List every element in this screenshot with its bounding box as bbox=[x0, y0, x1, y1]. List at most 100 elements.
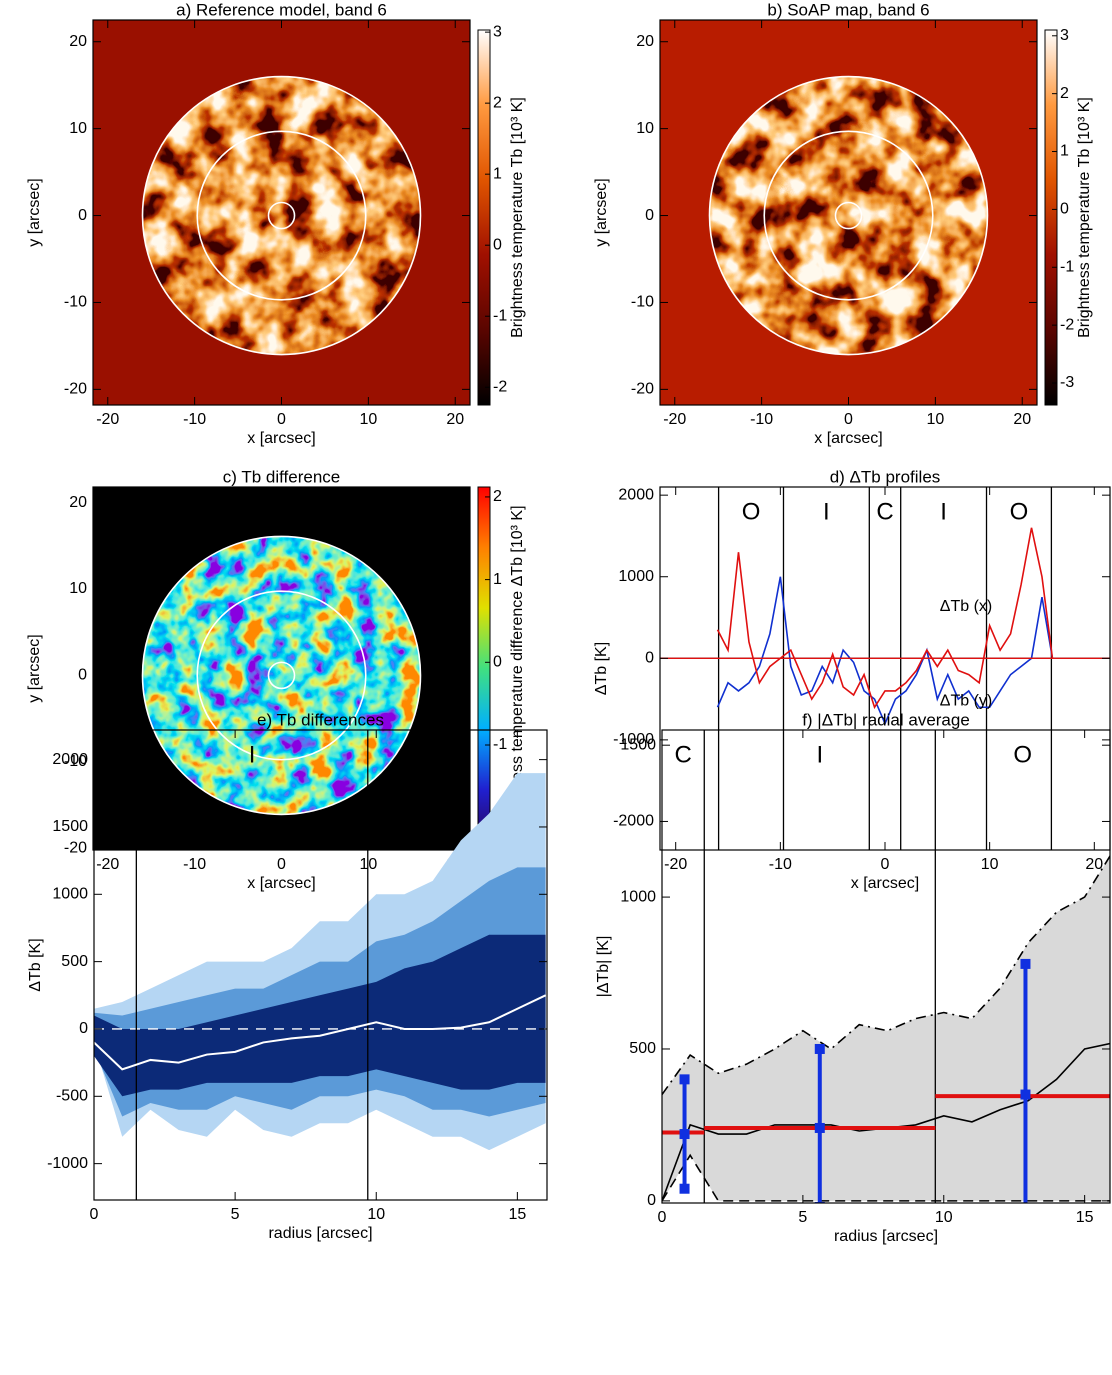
x-axis-label: x [arcsec] bbox=[851, 875, 919, 892]
y-tick-label: -20 bbox=[64, 839, 87, 856]
y-tick-label: -10 bbox=[64, 753, 87, 770]
chart-title: b) SoAP map, band 6 bbox=[767, 0, 929, 19]
error-center bbox=[679, 1129, 690, 1140]
colorbar bbox=[477, 29, 491, 406]
colorbar-tick-label: 3 bbox=[1060, 27, 1069, 44]
y-axis-label: ΔTb [K] bbox=[27, 938, 44, 991]
y-tick-label: 0 bbox=[645, 207, 654, 224]
colorbar-tick-label: 2 bbox=[493, 488, 502, 505]
x-tick-label: 10 bbox=[935, 1209, 953, 1226]
x-axis-label: radius [arcsec] bbox=[834, 1228, 938, 1245]
y-tick-label: 2000 bbox=[618, 486, 654, 503]
x-tick-label: 10 bbox=[981, 856, 999, 873]
x-tick-label: 0 bbox=[658, 1209, 667, 1226]
ring bbox=[141, 535, 422, 816]
plot-area bbox=[93, 487, 470, 850]
x-axis-label: radius [arcsec] bbox=[268, 1225, 372, 1242]
region-label: O bbox=[1010, 498, 1029, 525]
x-tick-label: 20 bbox=[1085, 856, 1103, 873]
x-tick-label: 0 bbox=[277, 856, 286, 873]
y-tick-label: 20 bbox=[636, 33, 654, 50]
spread-area bbox=[662, 856, 1110, 1201]
colorbar-tick-label: 0 bbox=[493, 654, 502, 671]
y-tick-label: 1000 bbox=[52, 886, 88, 903]
error-cap bbox=[1020, 1220, 1030, 1230]
y-tick-label: 1500 bbox=[620, 736, 656, 753]
y-tick-label: 0 bbox=[647, 1192, 656, 1209]
region-label: C bbox=[876, 498, 893, 525]
colorbar-tick-label: 1 bbox=[493, 165, 502, 182]
y-tick-label: -1000 bbox=[47, 1155, 88, 1172]
y-tick-label: 500 bbox=[61, 953, 88, 970]
x-tick-label: 15 bbox=[1076, 1209, 1094, 1226]
chart-title: e) Tb differences bbox=[257, 710, 384, 729]
ring bbox=[141, 75, 422, 356]
colorbar-tick-label: 0 bbox=[493, 236, 502, 253]
y-axis-label: ΔTb [K] bbox=[593, 642, 610, 695]
y-tick-label: -20 bbox=[64, 381, 87, 398]
region-label: I bbox=[816, 741, 823, 768]
y-tick-label: -2000 bbox=[613, 813, 654, 830]
error-center bbox=[1020, 1089, 1031, 1100]
plot-frame bbox=[93, 729, 548, 1201]
x-tick-label: -20 bbox=[96, 856, 119, 873]
map-texture bbox=[709, 76, 988, 355]
colorbar-label: Brightness temperature Tb [10³ K] bbox=[509, 97, 526, 338]
region-label: O bbox=[1013, 741, 1032, 768]
x-tick-label: 0 bbox=[844, 411, 853, 428]
error-cap bbox=[1020, 958, 1031, 969]
series-line bbox=[662, 1153, 1110, 1202]
colorbar-tick-label: -2 bbox=[1060, 316, 1074, 333]
colorbar-tick-label: 0 bbox=[1060, 201, 1069, 218]
region-label: I bbox=[249, 741, 256, 768]
x-tick-label: 20 bbox=[446, 411, 464, 428]
error-cap bbox=[814, 1043, 825, 1054]
y-tick-label: 20 bbox=[69, 33, 87, 50]
ring bbox=[267, 201, 296, 230]
colorbar-tick-label: 3 bbox=[493, 23, 502, 40]
x-tick-label: 10 bbox=[359, 411, 377, 428]
plot-area bbox=[660, 20, 1037, 405]
x-tick-label: -10 bbox=[183, 411, 206, 428]
x-tick-label: 15 bbox=[508, 1206, 526, 1223]
y-tick-label: 10 bbox=[69, 120, 87, 137]
ring bbox=[196, 130, 367, 301]
y-tick-label: 0 bbox=[79, 1020, 88, 1037]
y-axis-label: y [arcsec] bbox=[26, 178, 43, 246]
ring bbox=[267, 661, 296, 690]
y-axis-label: y [arcsec] bbox=[26, 634, 43, 702]
y-tick-label: -10 bbox=[64, 294, 87, 311]
plot-area bbox=[94, 730, 547, 1200]
y-tick-label: -1000 bbox=[613, 731, 654, 748]
colorbar-tick-label: 1 bbox=[493, 571, 502, 588]
ring bbox=[196, 590, 367, 761]
y-tick-label: 1000 bbox=[620, 888, 656, 905]
ring bbox=[834, 201, 863, 230]
x-tick-label: -10 bbox=[750, 411, 773, 428]
y-tick-label: 500 bbox=[629, 1040, 656, 1057]
colorbar-tick-label: -3 bbox=[1060, 374, 1074, 391]
density-band bbox=[94, 934, 546, 1097]
plot-area bbox=[660, 487, 1110, 850]
x-tick-label: -20 bbox=[663, 411, 686, 428]
y-tick-label: 20 bbox=[69, 494, 87, 511]
y-tick-label: 0 bbox=[78, 207, 87, 224]
x-axis-label: x [arcsec] bbox=[247, 875, 315, 892]
plot-area bbox=[93, 20, 470, 405]
colorbar-tick-label: 2 bbox=[1060, 85, 1069, 102]
colorbar-label: Brightness temperature difference ΔTb [1… bbox=[509, 505, 526, 831]
x-tick-label: -20 bbox=[96, 411, 119, 428]
plot-frame bbox=[659, 486, 1111, 851]
map-texture bbox=[142, 76, 421, 355]
map-texture bbox=[142, 536, 421, 815]
error-cap bbox=[679, 1074, 690, 1085]
x-tick-label: 0 bbox=[90, 1206, 99, 1223]
colorbar bbox=[477, 486, 491, 851]
y-tick-label: 1000 bbox=[618, 568, 654, 585]
series-line bbox=[716, 527, 1054, 710]
y-axis-label: |ΔTb| [K] bbox=[595, 936, 612, 998]
y-axis-label: y [arcsec] bbox=[593, 178, 610, 246]
error-cap bbox=[679, 1183, 690, 1194]
colorbar-tick-label: -1 bbox=[493, 307, 507, 324]
